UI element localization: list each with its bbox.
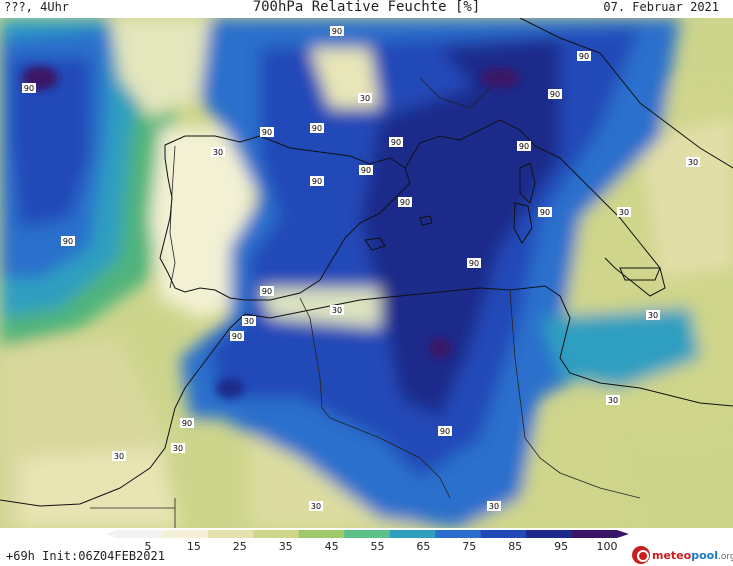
svg-text:30: 30 <box>114 452 124 461</box>
svg-text:90: 90 <box>550 90 560 99</box>
svg-text:30: 30 <box>688 158 698 167</box>
init-time: +69h Init:06Z04FEB2021 <box>6 549 165 563</box>
svg-text:30: 30 <box>173 444 183 453</box>
contour-label: 90 <box>310 123 324 133</box>
colorbar-tick-label: 25 <box>232 540 247 553</box>
contour-label: 90 <box>330 26 344 36</box>
svg-text:90: 90 <box>519 142 529 151</box>
svg-text:90: 90 <box>63 237 73 246</box>
colorbar-segment <box>162 530 209 538</box>
contour-label: 30 <box>242 316 256 326</box>
colorbar-segment <box>207 530 254 538</box>
forecast-date: 07. Februar 2021 <box>603 0 719 14</box>
contour-label: 90 <box>260 286 274 296</box>
contour-label: 30 <box>330 305 344 315</box>
contour-label: 90 <box>389 137 403 147</box>
colorbar-left-arrow <box>105 530 117 538</box>
contour-label: 30 <box>646 310 660 320</box>
svg-text:30: 30 <box>360 94 370 103</box>
colorbar <box>105 530 629 538</box>
location-time: ???, 4Uhr <box>4 0 70 14</box>
colorbar-tick-label: 5 <box>144 540 152 553</box>
map-title: 700hPa Relative Feuchte [%] <box>252 0 481 15</box>
colorbar-segment <box>117 530 163 538</box>
contour-label: 90 <box>180 418 194 428</box>
svg-text:30: 30 <box>619 208 629 217</box>
svg-text:30: 30 <box>244 317 254 326</box>
contour-label: 90 <box>22 83 36 93</box>
colorbar-tick-label: 35 <box>278 540 293 553</box>
contour-label: 30 <box>358 93 372 103</box>
svg-text:90: 90 <box>400 198 410 207</box>
svg-text:90: 90 <box>361 166 371 175</box>
svg-text:30: 30 <box>608 396 618 405</box>
colorbar-segment <box>435 530 482 538</box>
humidity-field <box>0 18 733 528</box>
contour-label: 30 <box>686 157 700 167</box>
svg-text:30: 30 <box>213 148 223 157</box>
logo-icon <box>632 546 650 564</box>
contour-label: 90 <box>61 236 75 246</box>
svg-text:90: 90 <box>391 138 401 147</box>
colorbar-segment <box>571 530 618 538</box>
contour-label: 90 <box>467 258 481 268</box>
colorbar-tick-label: 65 <box>416 540 431 553</box>
svg-text:30: 30 <box>489 502 499 511</box>
colorbar-tick-label: 15 <box>186 540 201 553</box>
colorbar-segment <box>480 530 527 538</box>
svg-text:90: 90 <box>232 332 242 341</box>
colorbar-tick-label: 45 <box>324 540 339 553</box>
contour-label: 90 <box>538 207 552 217</box>
contour-label: 30 <box>211 147 225 157</box>
contour-labels: 90 90 90 90 30 90 90 90 90 30 90 30 90 9… <box>22 26 700 511</box>
meteopool-logo: meteopool.org <box>632 545 733 565</box>
svg-text:90: 90 <box>469 259 479 268</box>
svg-text:90: 90 <box>262 128 272 137</box>
svg-text:90: 90 <box>540 208 550 217</box>
svg-text:30: 30 <box>332 306 342 315</box>
contour-label: 90 <box>548 89 562 99</box>
header: ???, 4Uhr 700hPa Relative Feuchte [%] 07… <box>0 0 733 18</box>
contour-label: 90 <box>230 331 244 341</box>
humidity-map: 90 90 90 90 30 90 90 90 90 30 90 30 90 9… <box>0 18 733 528</box>
contour-label: 90 <box>260 127 274 137</box>
colorbar-segment <box>298 530 345 538</box>
svg-text:90: 90 <box>579 52 589 61</box>
borders <box>90 77 641 528</box>
svg-text:90: 90 <box>440 427 450 436</box>
svg-text:30: 30 <box>311 502 321 511</box>
contour-label: 90 <box>577 51 591 61</box>
contour-label: 90 <box>398 197 412 207</box>
colorbar-segment <box>526 530 573 538</box>
contour-label: 30 <box>309 501 323 511</box>
colorbar-right-arrow <box>617 530 629 538</box>
contour-label: 30 <box>487 501 501 511</box>
svg-text:90: 90 <box>312 177 322 186</box>
contour-label: 30 <box>617 207 631 217</box>
colorbar-segment <box>253 530 300 538</box>
svg-text:90: 90 <box>24 84 34 93</box>
colorbar-segment <box>389 530 436 538</box>
svg-text:90: 90 <box>182 419 192 428</box>
svg-text:30: 30 <box>648 311 658 320</box>
contour-label: 30 <box>112 451 126 461</box>
colorbar-segment <box>344 530 391 538</box>
svg-text:90: 90 <box>312 124 322 133</box>
svg-text:90: 90 <box>262 287 272 296</box>
contour-label: 90 <box>359 165 373 175</box>
svg-text:90: 90 <box>332 27 342 36</box>
contour-label: 90 <box>310 176 324 186</box>
colorbar-tick-label: 75 <box>462 540 477 553</box>
contour-label: 90 <box>517 141 531 151</box>
colorbar-tick-label: 100 <box>596 540 618 553</box>
contour-label: 30 <box>606 395 620 405</box>
colorbar-tick-label: 55 <box>370 540 385 553</box>
contour-label: 90 <box>438 426 452 436</box>
colorbar-tick-label: 85 <box>508 540 523 553</box>
contour-label: 30 <box>171 443 185 453</box>
colorbar-tick-label: 95 <box>554 540 569 553</box>
